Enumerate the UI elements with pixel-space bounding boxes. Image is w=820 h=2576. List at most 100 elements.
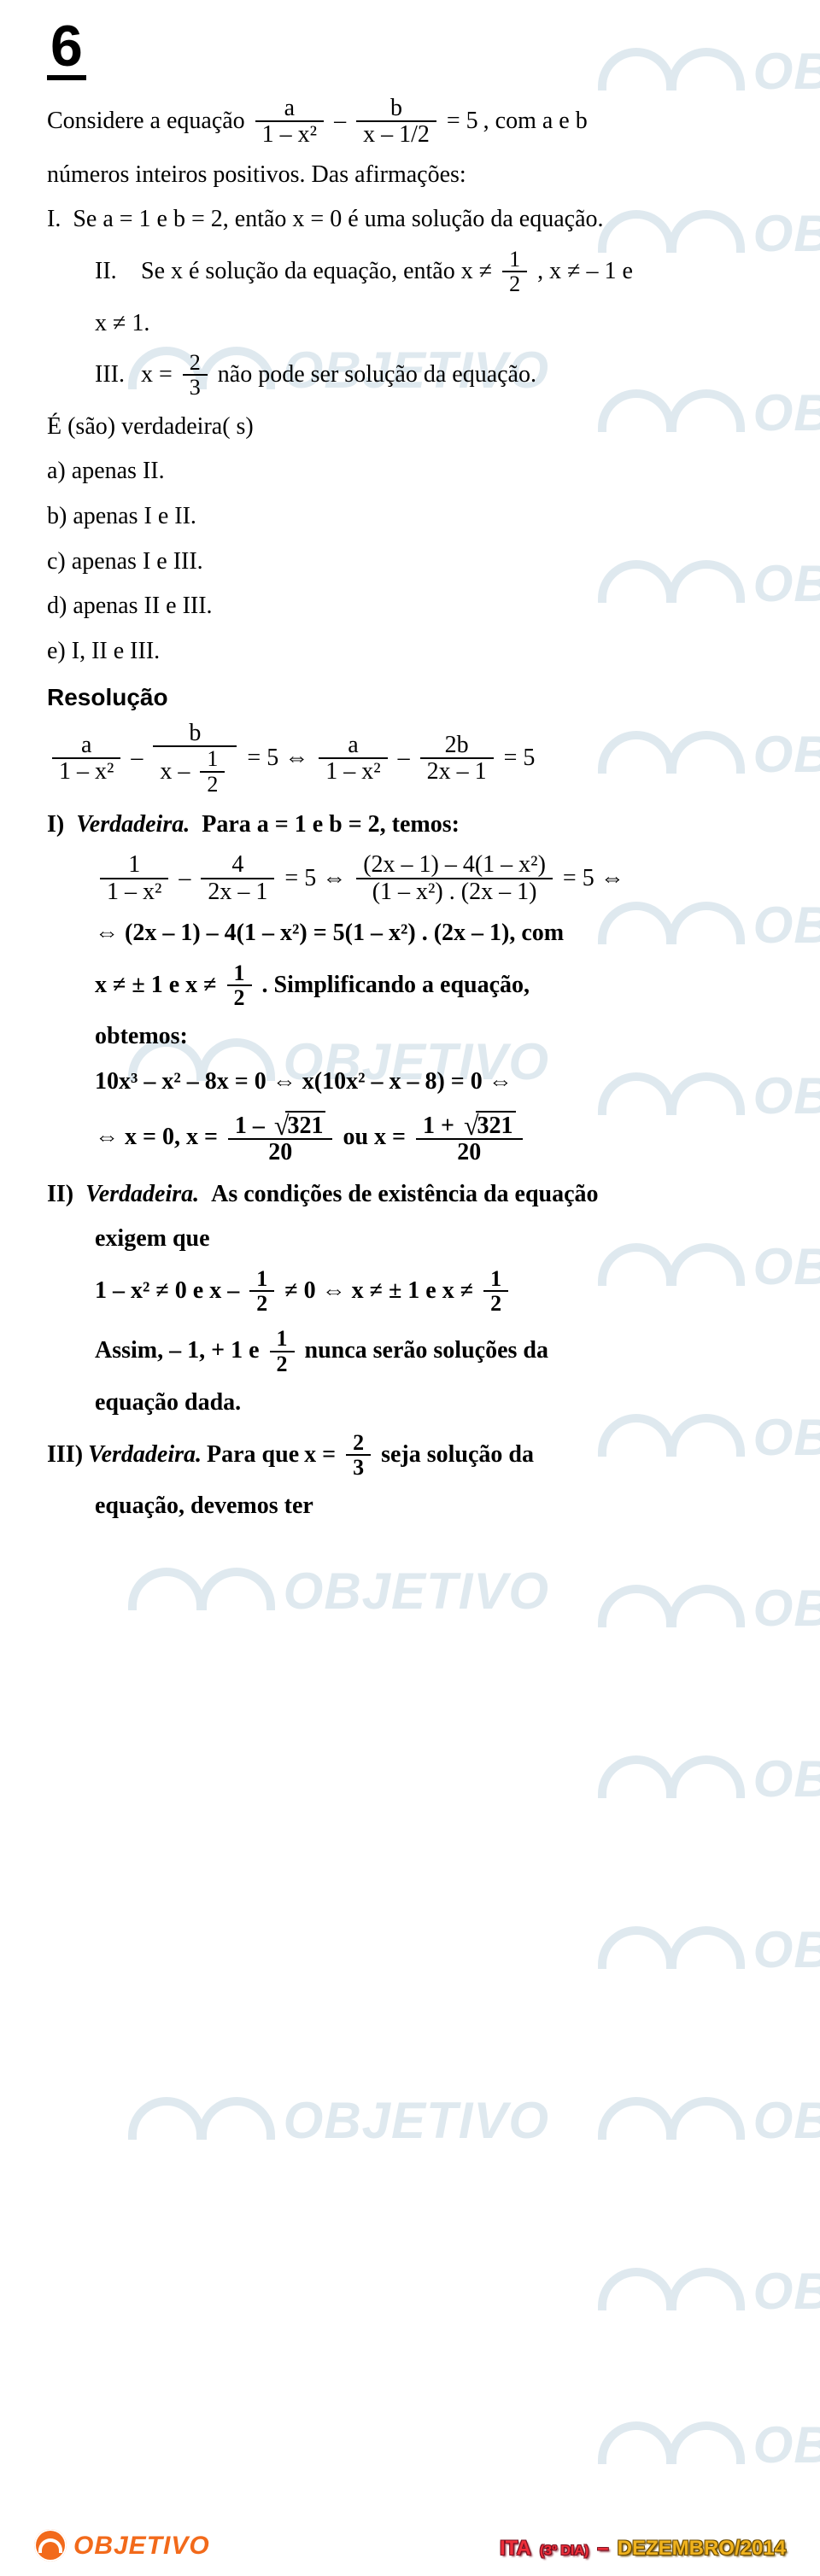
- frac-den: 20: [228, 1138, 333, 1165]
- frac-den: 2: [227, 984, 252, 1009]
- frac-den: 1 – x²: [100, 878, 168, 904]
- res-III-l2: equação, devemos ter: [47, 1489, 773, 1524]
- item-text: não pode ser solução da equação.: [218, 358, 536, 393]
- footer-right: ITA (3º DIA) – DEZEMBRO/2014: [500, 2534, 786, 2564]
- eq: = 5 ⇔: [284, 862, 346, 897]
- fraction: a 1 – x²: [255, 96, 324, 148]
- footer-ita: ITA: [500, 2534, 531, 2564]
- watermark: OBJETIVO: [598, 2408, 820, 2482]
- item-text: , x ≠ – 1 e: [537, 254, 633, 289]
- item-label: II.: [95, 254, 136, 289]
- frac-num: 4: [201, 852, 274, 877]
- resolution-heading: Resolução: [47, 681, 773, 716]
- res-title: Verdadeira.: [85, 1181, 199, 1207]
- res-II-head: II) Verdadeira. As condições de existênc…: [47, 1177, 773, 1212]
- alt-text: apenas II e III.: [73, 593, 212, 619]
- watermark: OBJETIVO: [128, 2083, 549, 2158]
- frac-num: 1: [227, 961, 252, 984]
- item-text: Se a = 1 e b = 2, então x = 0 é uma solu…: [73, 206, 603, 232]
- alt-b: b) apenas I e II.: [47, 499, 773, 534]
- stem-text: , com a e b: [483, 104, 588, 139]
- question-ask: É (são) verdadeira( s): [47, 410, 773, 445]
- alt-text: apenas I e II.: [73, 503, 196, 529]
- watermark: OBJETIVO: [598, 2254, 820, 2328]
- res-title: Verdadeira.: [88, 1438, 202, 1473]
- text: seja solução da: [381, 1438, 534, 1473]
- watermark: OBJETIVO: [598, 2083, 820, 2158]
- fraction: 2 3: [183, 351, 208, 400]
- frac-num: 1: [270, 1327, 295, 1350]
- frac-den: x – 1/2: [356, 120, 436, 147]
- res-II-conc2: equação dada.: [47, 1386, 773, 1421]
- frac-den: 20: [416, 1138, 523, 1165]
- op: –: [179, 862, 190, 897]
- res-I-eq3: x ≠ ± 1 e x ≠ 1 2 . Simplificando a equa…: [47, 961, 773, 1010]
- res-II-conc: Assim, – 1, + 1 e 1 2 nunca serão soluçõ…: [47, 1327, 773, 1376]
- eq: = 5 ⇔: [563, 862, 624, 897]
- page: OBJETIVO OBJETIVO OBJETIVO OBJETIVO OBJE…: [0, 0, 820, 2576]
- fraction: 1 1 – x²: [100, 852, 168, 904]
- text: Assim, – 1, + 1 e: [95, 1334, 260, 1369]
- text: . Simplificando a equação,: [262, 968, 530, 1003]
- frac-num: 1: [249, 1267, 274, 1290]
- objetivo-badge-icon: [34, 2529, 67, 2561]
- question-number: 6: [47, 17, 86, 80]
- footer-dez: DEZEMBRO/2014: [618, 2534, 786, 2564]
- frac-den: 2: [200, 771, 225, 796]
- footer-dash: –: [597, 2534, 608, 2564]
- alt-e: e) I, II e III.: [47, 634, 773, 669]
- res-I-eq1: 1 1 – x² – 4 2x – 1 = 5 ⇔ (2x – 1) – 4(1…: [47, 852, 773, 904]
- footer-logo: OBJETIVO: [34, 2527, 210, 2565]
- question-stem-line1: Considere a equação a 1 – x² – b x – 1/2…: [47, 96, 773, 148]
- footer-dia: (3º DIA): [540, 2541, 589, 2561]
- frac-num: a: [319, 733, 387, 757]
- fraction: 1 2: [270, 1327, 295, 1376]
- fraction: 1 2: [483, 1267, 508, 1316]
- res-title: Verdadeira.: [76, 811, 190, 838]
- res-I-eq2: ⇔ (2x – 1) – 4(1 – x²) = 5(1 – x²) . (2x…: [47, 916, 773, 951]
- frac-num: 1 + 321: [416, 1110, 523, 1139]
- eq: = 5 ⇔: [247, 741, 308, 776]
- frac-den: 2: [270, 1351, 295, 1376]
- eq-rhs: = 5: [447, 104, 478, 139]
- frac-den: 2x – 1: [420, 757, 494, 784]
- res-I-head: I) Verdadeira. Para a = 1 e b = 2, temos…: [47, 808, 773, 843]
- text: x =: [304, 1438, 336, 1473]
- res-lead: As condições de existência da equação: [211, 1181, 598, 1207]
- op: –: [334, 104, 346, 139]
- res-label: III): [47, 1438, 83, 1473]
- frac-num: a: [255, 96, 324, 120]
- footer: OBJETIVO ITA (3º DIA) – DEZEMBRO/2014: [0, 2513, 820, 2576]
- frac-num: 2: [346, 1431, 371, 1454]
- item-I: I. Se a = 1 e b = 2, então x = 0 é uma s…: [47, 202, 773, 237]
- frac-num: 1: [502, 248, 527, 271]
- alt-a: a) apenas II.: [47, 454, 773, 489]
- fraction: 1 2: [249, 1267, 274, 1316]
- fraction: 4 2x – 1: [201, 852, 274, 904]
- fraction: b x – 1 2: [153, 721, 237, 796]
- item-text: Se x é solução da equação, então x ≠: [141, 254, 492, 289]
- text: nunca serão soluções da: [305, 1334, 548, 1369]
- res-III-head: III) Verdadeira. Para que x = 2 3 seja s…: [47, 1431, 773, 1480]
- fraction: 2b 2x – 1: [420, 733, 494, 785]
- watermark: OBJETIVO: [128, 1554, 549, 1628]
- res-lead: Para a = 1 e b = 2, temos:: [196, 811, 460, 838]
- text: ≠ 0 ⇔ x ≠ ± 1 e x ≠: [284, 1274, 473, 1309]
- item-label: I.: [47, 206, 73, 232]
- frac-den: 2: [249, 1290, 274, 1315]
- text: ⇔ x = 0, x =: [95, 1120, 218, 1155]
- fraction: 1 + 321 20: [416, 1110, 523, 1165]
- frac-den: (1 – x²) . (2x – 1): [356, 878, 553, 904]
- res-I-eq4: 10x³ – x² – 8x = 0 ⇔ x(10x² – x – 8) = 0…: [47, 1065, 773, 1100]
- frac-den: 2x – 1: [201, 878, 274, 904]
- fraction: 1 2: [200, 747, 225, 796]
- frac-num: 2: [183, 351, 208, 374]
- item-text: x =: [141, 358, 173, 393]
- alt-d: d) apenas II e III.: [47, 589, 773, 624]
- item-II-cont: x ≠ 1.: [47, 307, 773, 342]
- frac-num: 1 – 321: [228, 1110, 333, 1139]
- frac-den: 1 – x²: [52, 757, 120, 784]
- res-I-eq5: ⇔ x = 0, x = 1 – 321 20 ou x = 1 + 321 2…: [47, 1110, 773, 1165]
- watermark: OBJETIVO: [598, 1571, 820, 1645]
- item-II: II. Se x é solução da equação, então x ≠…: [47, 248, 773, 296]
